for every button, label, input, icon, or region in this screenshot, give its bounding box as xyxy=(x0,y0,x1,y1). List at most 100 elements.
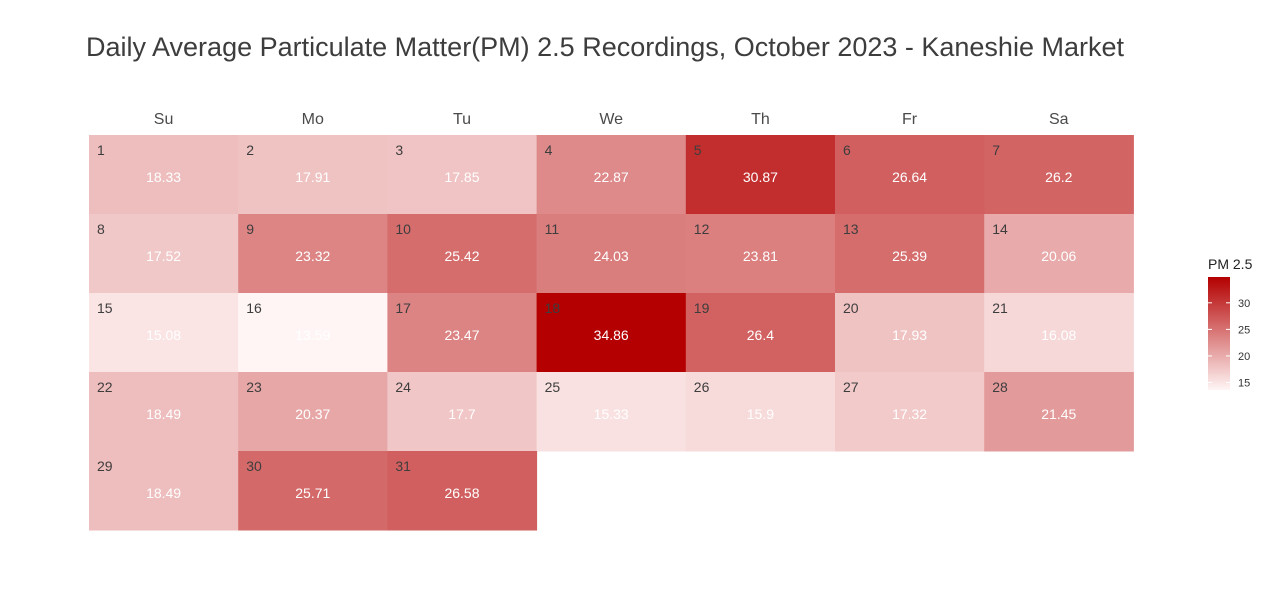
day-cell: 22 18.49 xyxy=(89,372,239,452)
day-cell-fill xyxy=(835,214,985,294)
day-cell: 726.2 xyxy=(984,135,1134,215)
day-number: 16 xyxy=(246,300,262,316)
day-number: 28 xyxy=(992,379,1008,395)
weekday-label: Mo xyxy=(302,111,324,128)
day-value-label: 17.93 xyxy=(892,327,927,343)
day-cell-fill xyxy=(387,451,538,531)
day-cell-fill xyxy=(536,135,687,215)
day-number: 15 xyxy=(97,300,113,316)
day-cell: 17 23.47 xyxy=(387,293,538,373)
day-cell-fill xyxy=(984,214,1134,294)
day-cell: 16 13.59 xyxy=(238,293,388,373)
day-value-label: 17.91 xyxy=(295,169,330,185)
day-cell: 626.64 xyxy=(835,135,985,215)
day-cell: 18 34.86 xyxy=(536,293,687,373)
day-cell: 19 26.4 xyxy=(685,293,836,373)
day-cell: 118.33 xyxy=(89,135,239,215)
day-value-label: 20.06 xyxy=(1041,248,1076,264)
day-number: 5 xyxy=(694,142,702,158)
day-number: 23 xyxy=(246,379,262,395)
day-cell-fill xyxy=(387,135,538,215)
legend-tick: 25 xyxy=(1208,324,1250,336)
day-cell: 530.87 xyxy=(685,135,836,215)
day-number: 7 xyxy=(992,142,1000,158)
day-cell-fill xyxy=(238,293,388,373)
day-number: 13 xyxy=(843,221,859,237)
day-value-label: 23.32 xyxy=(295,248,330,264)
day-value-label: 25.39 xyxy=(892,248,927,264)
day-cell-fill xyxy=(89,372,239,452)
day-cell: 817.52 xyxy=(89,214,239,294)
day-value-label: 18.33 xyxy=(146,169,181,185)
day-value-label: 26.58 xyxy=(444,485,479,501)
day-value-label: 22.87 xyxy=(594,169,629,185)
day-cell-fill xyxy=(984,372,1134,452)
weekday-label: We xyxy=(599,111,623,128)
calendar-cells: 118.33217.91317.85422.87530.87626.64726.… xyxy=(89,135,1134,531)
day-cell-fill xyxy=(835,372,985,452)
day-number: 1 xyxy=(97,142,105,158)
day-number: 11 xyxy=(545,221,560,237)
day-cell-fill xyxy=(536,293,687,373)
day-value-label: 26.2 xyxy=(1045,169,1072,185)
weekday-label: Su xyxy=(154,111,174,128)
day-value-label: 13.59 xyxy=(295,327,330,343)
day-value-label: 18.49 xyxy=(146,406,181,422)
day-cell-fill xyxy=(89,214,239,294)
day-number: 31 xyxy=(395,458,411,474)
day-cell: 23 20.37 xyxy=(238,372,388,452)
day-cell: 15 15.08 xyxy=(89,293,239,373)
day-cell-fill xyxy=(984,135,1134,215)
day-number: 30 xyxy=(246,458,262,474)
legend-ticks: 15 20 25 30 xyxy=(1208,298,1250,390)
weekday-label: Fr xyxy=(902,111,918,128)
day-cell: 13 25.39 xyxy=(835,214,985,294)
day-number: 2 xyxy=(246,142,254,158)
day-cell-fill xyxy=(89,451,239,531)
day-cell-fill xyxy=(685,135,836,215)
day-cell: 12 23.81 xyxy=(685,214,836,294)
day-value-label: 15.9 xyxy=(747,406,774,422)
day-cell: 30 25.71 xyxy=(238,451,388,531)
day-cell-fill xyxy=(685,214,836,294)
day-number: 17 xyxy=(395,300,411,316)
day-number: 27 xyxy=(843,379,859,395)
day-cell: 26 15.9 xyxy=(685,372,836,452)
day-cell-fill xyxy=(238,214,388,294)
day-cell: 217.91 xyxy=(238,135,388,215)
day-cell: 28 21.45 xyxy=(984,372,1134,452)
day-value-label: 25.42 xyxy=(444,248,479,264)
day-number: 14 xyxy=(992,221,1008,237)
day-number: 9 xyxy=(246,221,254,237)
day-value-label: 17.85 xyxy=(444,169,479,185)
day-value-label: 25.71 xyxy=(295,485,330,501)
weekday-label: Sa xyxy=(1049,111,1069,128)
day-cell-fill xyxy=(89,293,239,373)
day-cell-fill xyxy=(835,135,985,215)
legend-tick-label: 20 xyxy=(1238,351,1250,363)
day-cell: 25 15.33 xyxy=(536,372,687,452)
day-cell: 24 17.7 xyxy=(387,372,538,452)
day-cell-fill xyxy=(387,372,538,452)
day-value-label: 26.64 xyxy=(892,169,927,185)
day-value-label: 26.4 xyxy=(747,327,774,343)
day-cell-fill xyxy=(387,214,538,294)
day-number: 26 xyxy=(694,379,710,395)
day-cell-fill xyxy=(835,293,985,373)
legend-title: PM 2.5 xyxy=(1208,256,1253,272)
day-value-label: 23.81 xyxy=(743,248,778,264)
legend-tick-label: 15 xyxy=(1238,378,1250,390)
day-number: 21 xyxy=(992,300,1008,316)
day-cell-fill xyxy=(984,293,1134,373)
day-value-label: 20.37 xyxy=(295,406,330,422)
chart-title: Daily Average Particulate Matter(PM) 2.5… xyxy=(86,32,1124,62)
day-cell: 21 16.08 xyxy=(984,293,1134,373)
day-cell-fill xyxy=(238,451,388,531)
day-cell-fill xyxy=(685,372,836,452)
day-cell-fill xyxy=(238,372,388,452)
day-number: 18 xyxy=(545,300,561,316)
day-cell-fill xyxy=(387,293,538,373)
legend-tick: 20 xyxy=(1208,351,1250,363)
day-number: 19 xyxy=(694,300,710,316)
